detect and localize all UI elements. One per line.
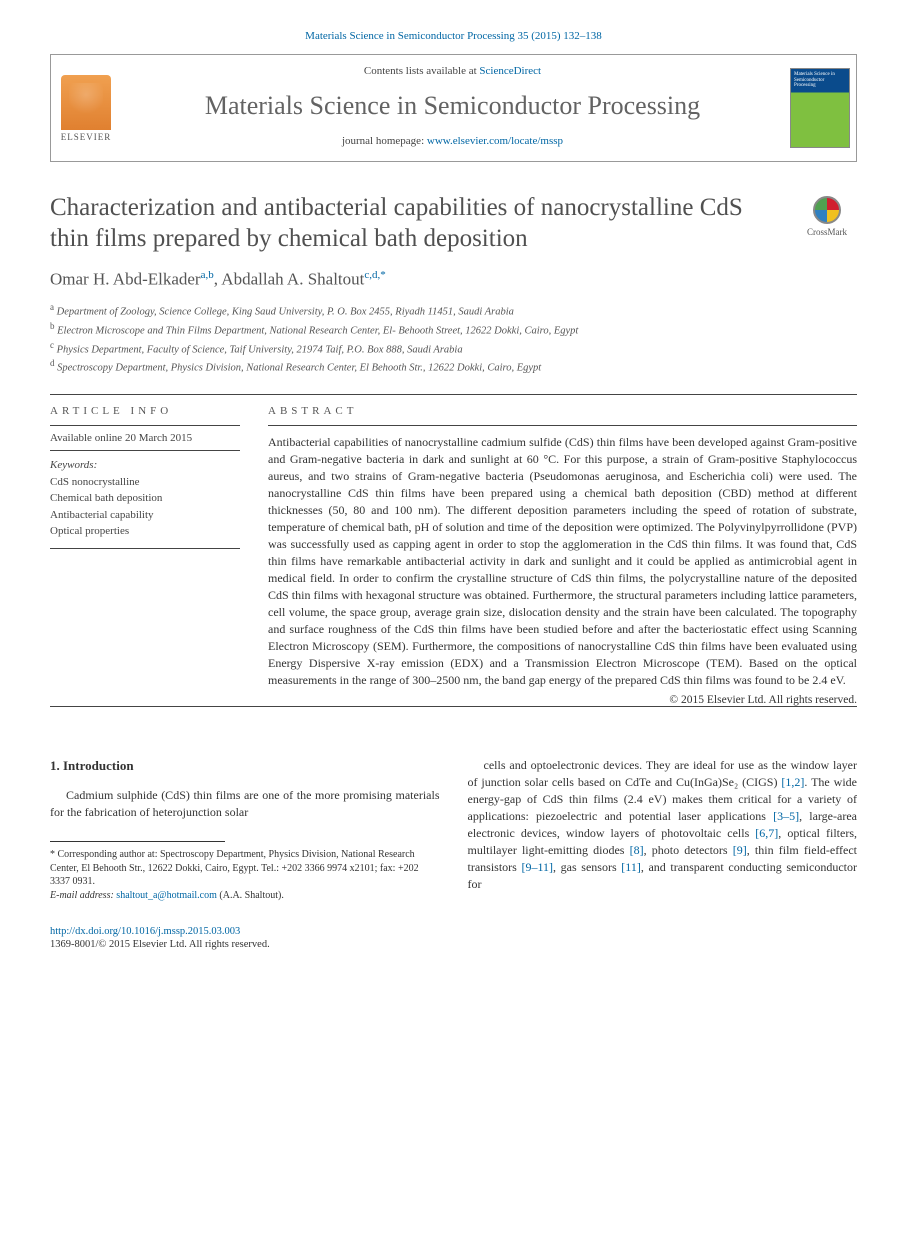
- ref-3-5[interactable]: [3–5]: [773, 809, 799, 823]
- corresponding-footnote: * Corresponding author at: Spectroscopy …: [50, 848, 440, 889]
- email-link[interactable]: shaltout_a@hotmail.com: [116, 890, 217, 901]
- ref-9-11[interactable]: [9–11]: [521, 860, 553, 874]
- keyword-4: Optical properties: [50, 523, 240, 540]
- header-center: Contents lists available at ScienceDirec…: [121, 55, 784, 161]
- elsevier-text: ELSEVIER: [61, 132, 112, 142]
- ref-6-7[interactable]: [6,7]: [755, 826, 778, 840]
- cover-thumbnail: Materials Science in Semiconductor Proce…: [784, 55, 856, 161]
- footnote-separator: [50, 841, 225, 842]
- sciencedirect-link[interactable]: ScienceDirect: [479, 65, 541, 77]
- intro-para-1: Cadmium sulphide (CdS) thin films are on…: [50, 787, 440, 821]
- affiliations: a Department of Zoology, Science College…: [50, 301, 857, 376]
- intro-para-2: cells and optoelectronic devices. They a…: [468, 757, 858, 893]
- author-1-aff: a,b: [201, 269, 214, 281]
- keyword-3: Antibacterial capability: [50, 507, 240, 524]
- title-row: Characterization and antibacterial capab…: [50, 192, 857, 255]
- ref-9[interactable]: [9]: [733, 843, 747, 857]
- cover-image: Materials Science in Semiconductor Proce…: [790, 68, 850, 148]
- abstract-heading: abstract: [268, 395, 857, 425]
- ref-11[interactable]: [11]: [621, 860, 641, 874]
- article-page: Materials Science in Semiconductor Proce…: [0, 0, 907, 990]
- authors-line: Omar H. Abd-Elkadera,b, Abdallah A. Shal…: [50, 269, 857, 290]
- journal-name: Materials Science in Semiconductor Proce…: [131, 91, 774, 121]
- contents-line: Contents lists available at ScienceDirec…: [131, 65, 774, 77]
- email-who: (A.A. Shaltout).: [217, 890, 284, 901]
- article-title: Characterization and antibacterial capab…: [50, 192, 777, 255]
- crossmark-badge[interactable]: CrossMark: [797, 196, 857, 237]
- ref-1-2[interactable]: [1,2]: [781, 775, 804, 789]
- affiliation-b: b Electron Microscope and Thin Films Dep…: [50, 320, 857, 339]
- crossmark-label: CrossMark: [807, 227, 847, 237]
- journal-header: ELSEVIER Contents lists available at Sci…: [50, 54, 857, 162]
- body-col-right: cells and optoelectronic devices. They a…: [468, 757, 858, 903]
- corresponding-star: *: [380, 269, 386, 281]
- abstract-copyright: © 2015 Elsevier Ltd. All rights reserved…: [268, 694, 857, 706]
- info-abstract-row: article info Available online 20 March 2…: [50, 395, 857, 705]
- abstract-text: Antibacterial capabilities of nanocrysta…: [268, 425, 857, 689]
- keywords-label: Keywords:: [50, 457, 240, 474]
- body-col-left: 1. Introduction Cadmium sulphide (CdS) t…: [50, 757, 440, 903]
- ref-8[interactable]: [8]: [630, 843, 644, 857]
- contents-prefix: Contents lists available at: [364, 65, 479, 77]
- email-footnote: E-mail address: shaltout_a@hotmail.com (…: [50, 889, 440, 903]
- affiliation-c: c Physics Department, Faculty of Science…: [50, 339, 857, 358]
- article-info-col: article info Available online 20 March 2…: [50, 395, 240, 705]
- author-2-aff: c,d,: [364, 269, 380, 281]
- abstract-col: abstract Antibacterial capabilities of n…: [268, 395, 857, 705]
- doi-link[interactable]: http://dx.doi.org/10.1016/j.mssp.2015.03…: [50, 926, 857, 937]
- citation-line: Materials Science in Semiconductor Proce…: [50, 30, 857, 42]
- available-online: Available online 20 March 2015: [50, 425, 240, 451]
- section-heading-intro: 1. Introduction: [50, 757, 440, 775]
- keyword-1: CdS nonocrystalline: [50, 474, 240, 491]
- keywords-block: Keywords: CdS nonocrystalline Chemical b…: [50, 451, 240, 549]
- keyword-2: Chemical bath deposition: [50, 490, 240, 507]
- homepage-line: journal homepage: www.elsevier.com/locat…: [131, 135, 774, 147]
- divider-2: [50, 706, 857, 707]
- crossmark-icon: [813, 196, 841, 224]
- affiliation-a: a Department of Zoology, Science College…: [50, 301, 857, 320]
- elsevier-tree-icon: [61, 75, 111, 130]
- homepage-prefix: journal homepage:: [342, 135, 427, 147]
- homepage-link[interactable]: www.elsevier.com/locate/mssp: [427, 135, 563, 147]
- author-1: Omar H. Abd-Elkader: [50, 269, 201, 288]
- author-2: , Abdallah A. Shaltout: [214, 269, 365, 288]
- elsevier-logo: ELSEVIER: [51, 55, 121, 161]
- article-info-heading: article info: [50, 395, 240, 425]
- email-label: E-mail address:: [50, 890, 116, 901]
- affiliation-d: d Spectroscopy Department, Physics Divis…: [50, 357, 857, 376]
- issn-line: 1369-8001/© 2015 Elsevier Ltd. All right…: [50, 939, 857, 950]
- body-columns: 1. Introduction Cadmium sulphide (CdS) t…: [50, 757, 857, 903]
